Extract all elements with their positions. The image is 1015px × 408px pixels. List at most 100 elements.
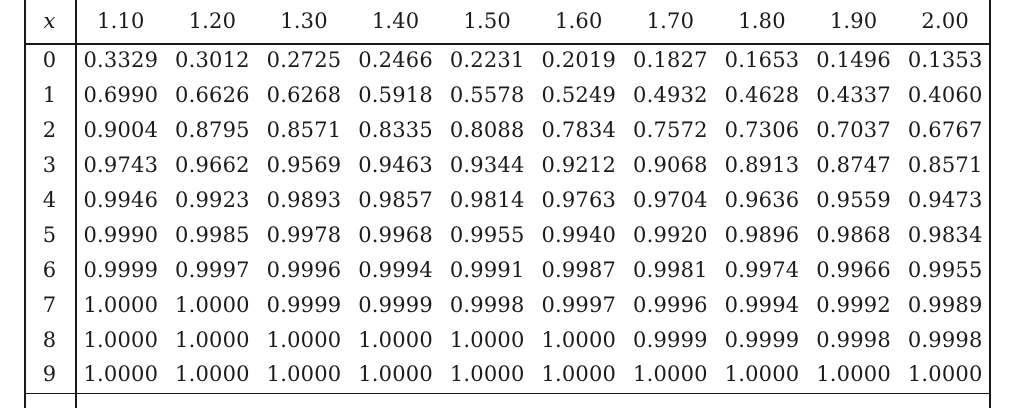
table-cell: 0.1653 <box>724 48 800 73</box>
table-cell: 0.7572 <box>633 118 708 143</box>
table-row: 6 0.9999 0.9997 0.9996 0.9994 0.9991 0.9987 0.9… <box>24 253 991 288</box>
table-row: 9 1.0000 1.0000 1.0000 1.0000 1.0000 1.0000 1.0… <box>24 357 991 392</box>
table-cell: 0.9662 <box>175 152 250 177</box>
table-row: 1 0.6990 0.6626 0.6268 0.5918 0.5578 0.5249 0.4… <box>24 78 991 113</box>
table-cell: 1.0000 <box>83 327 159 352</box>
table-cell: 0.8795 <box>175 118 250 143</box>
table-cell: 0.9994 <box>724 292 800 317</box>
table-cell: 0.9998 <box>816 327 891 352</box>
table-row: 0 0.3329 0.3012 0.2725 0.2466 0.2231 0.2019 0.1… <box>24 43 991 78</box>
table-cell: 0.3012 <box>175 48 250 73</box>
table-cell: 0.9704 <box>633 187 708 212</box>
table-cell: 0.1353 <box>907 48 983 73</box>
row-label: 0 <box>42 48 57 73</box>
table-cell: 0.9955 <box>449 222 525 247</box>
table-cell: 0.7834 <box>541 118 617 143</box>
table-row: 2 0.9004 0.8795 0.8571 0.8335 0.8088 0.7834 0.7… <box>24 113 991 148</box>
table-cell: 1.0000 <box>633 362 708 387</box>
table-cell: 0.9636 <box>724 187 800 212</box>
table-cell: 0.9763 <box>541 187 617 212</box>
table-cell: 0.2725 <box>266 48 342 73</box>
table-cell: 0.2019 <box>541 48 617 73</box>
table-cell: 1.0000 <box>175 292 250 317</box>
table-cell: 1.0000 <box>83 362 159 387</box>
table-cell: 0.9743 <box>83 152 159 177</box>
table-cell: 0.9999 <box>358 292 433 317</box>
row-label: 1 <box>42 83 57 108</box>
row-label: 3 <box>42 152 57 177</box>
table-header-row: x 1.10 1.20 1.30 1.40 1.50 1.60 1.70 1.80 1.90 2.0… <box>24 0 991 43</box>
table-cell: 0.9999 <box>633 327 708 352</box>
row-label: 5 <box>42 222 57 247</box>
corner-label-x: x <box>43 9 56 34</box>
table-cell: 0.9998 <box>907 327 983 352</box>
table-cell: 0.9978 <box>266 222 342 247</box>
table-cell: 1.0000 <box>724 362 800 387</box>
table-cell: 1.0000 <box>358 362 433 387</box>
table-row: 5 0.9990 0.9985 0.9978 0.9968 0.9955 0.9940 0.9… <box>24 218 991 253</box>
table-cell: 0.9068 <box>633 152 708 177</box>
table-cell: 0.9981 <box>633 257 708 282</box>
table-cell: 1.0000 <box>266 362 342 387</box>
column-header: 2.00 <box>921 9 969 34</box>
table-cell: 0.9989 <box>907 292 983 317</box>
table-cell: 0.8571 <box>907 152 983 177</box>
table-cell: 0.4932 <box>633 83 708 108</box>
table-cell: 1.0000 <box>266 327 342 352</box>
column-header: 1.20 <box>188 9 237 34</box>
table-cell: 0.9990 <box>83 222 159 247</box>
row-label: 8 <box>42 327 57 352</box>
table-cell: 0.9857 <box>358 187 433 212</box>
table-row: 3 0.9743 0.9662 0.9569 0.9463 0.9344 0.9212 0.9… <box>24 148 991 183</box>
header-separator-rule <box>24 43 991 45</box>
table-cell: 0.9893 <box>266 187 342 212</box>
table-cell: 0.5249 <box>541 83 617 108</box>
table-cell: 1.0000 <box>541 362 617 387</box>
table-cell: 0.9896 <box>724 222 800 247</box>
table-cell: 0.9559 <box>816 187 891 212</box>
table-cell: 1.0000 <box>175 327 250 352</box>
table-cell: 1.0000 <box>358 327 433 352</box>
column-header: 1.70 <box>646 9 695 34</box>
table-cell: 0.9569 <box>266 152 342 177</box>
table-cell: 0.1496 <box>816 48 891 73</box>
column-header: 1.90 <box>829 9 878 34</box>
table-cell: 0.3329 <box>83 48 159 73</box>
column-header: 1.50 <box>463 9 511 34</box>
table-cell: 0.2466 <box>358 48 433 73</box>
column-header: 1.30 <box>280 9 328 34</box>
table-cell: 0.9344 <box>449 152 525 177</box>
column-header: 1.80 <box>738 9 786 34</box>
column-header: 1.40 <box>371 9 420 34</box>
table-cell: 0.9463 <box>358 152 433 177</box>
row-label: 9 <box>42 362 57 387</box>
row-label: 2 <box>42 118 57 143</box>
table-cell: 0.9996 <box>633 292 708 317</box>
table-cell: 0.9985 <box>175 222 250 247</box>
table-cell: 0.9868 <box>816 222 891 247</box>
table-cell: 0.8913 <box>724 152 800 177</box>
table-cell: 0.6626 <box>175 83 250 108</box>
table-cell: 0.8747 <box>816 152 891 177</box>
table-cell: 0.9814 <box>449 187 525 212</box>
table-cell: 0.9998 <box>449 292 525 317</box>
table-cell: 0.9968 <box>358 222 433 247</box>
table-cell: 0.8335 <box>358 118 433 143</box>
table-cell: 0.9997 <box>175 257 250 282</box>
table-cell: 0.6767 <box>907 118 983 143</box>
table-bottom-rule <box>24 392 991 395</box>
table-row: 7 1.0000 1.0000 0.9999 0.9999 0.9998 0.9997 0.9… <box>24 288 991 323</box>
table-right-border-rule <box>989 0 991 408</box>
table-body: 0 0.3329 0.3012 0.2725 0.2466 0.2231 0.2019 0.1… <box>24 43 991 392</box>
table-cell: 0.4337 <box>816 83 891 108</box>
table-cell: 0.9923 <box>175 187 250 212</box>
table-cell: 1.0000 <box>816 362 891 387</box>
table-cell: 0.7306 <box>724 118 800 143</box>
column-header: 1.60 <box>555 9 603 34</box>
table-cell: 0.9999 <box>83 257 159 282</box>
table-cell: 1.0000 <box>907 362 983 387</box>
poisson-cdf-table: x 1.10 1.20 1.30 1.40 1.50 1.60 1.70 1.80 1.90 2.0… <box>24 0 991 392</box>
table-cell: 0.4628 <box>724 83 800 108</box>
table-cell: 0.1827 <box>633 48 708 73</box>
column-header: 1.10 <box>97 9 145 34</box>
